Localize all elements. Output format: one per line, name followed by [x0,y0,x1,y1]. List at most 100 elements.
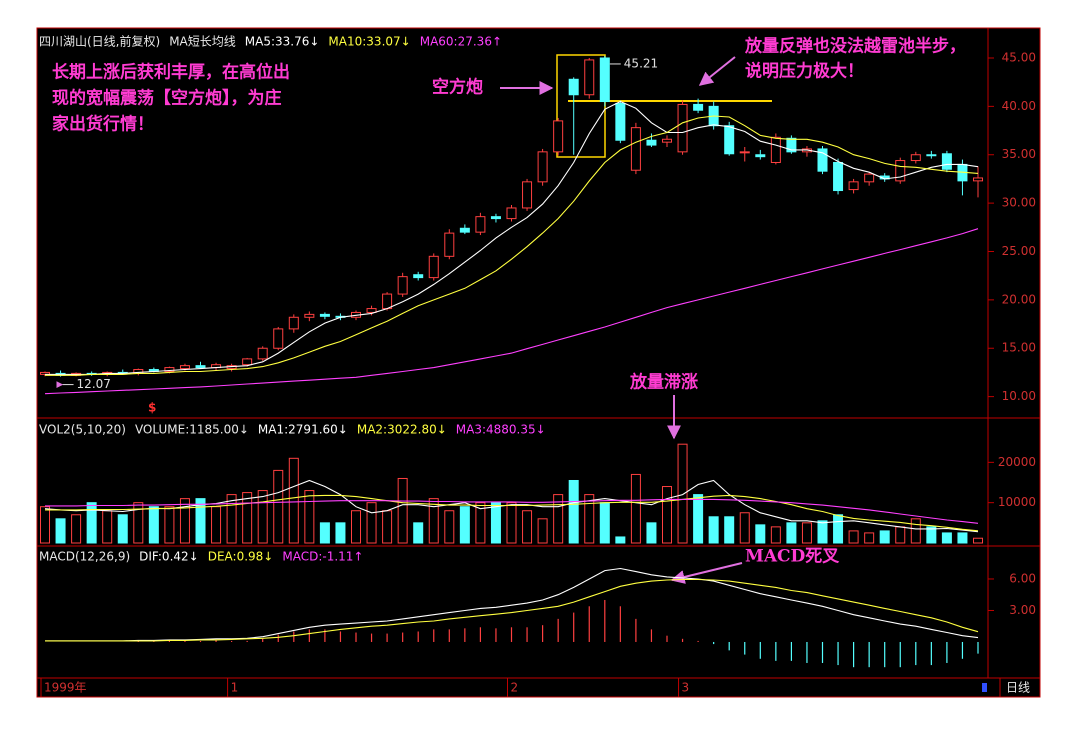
y-tick-label: 30.00 [1002,196,1036,210]
candle-body [475,216,486,233]
volume-bar [926,526,937,544]
annotation: 长期上涨后获利丰厚，在高位出 [52,62,290,83]
legend-label: MA2:3022.80↓ [357,423,447,437]
candle-body [662,138,672,143]
volume-bar [677,443,688,544]
legend-label: MACD(12,26,9) [39,550,130,564]
candle-body [273,328,284,349]
volume-bar [164,506,175,544]
y-tick-label: 25.00 [1002,244,1036,258]
series-line [45,115,979,376]
candle-body [319,313,330,317]
y-tick-label: 15.00 [1002,341,1036,355]
x-tick-label: 2 [511,681,519,695]
candle-body [568,78,579,96]
candle-body [848,181,859,191]
volume-bar [304,490,315,544]
candle-body [242,358,253,366]
volume-bar [599,502,610,544]
volume-bar [319,522,330,544]
legend-label: MA10:33.07↓ [328,35,410,49]
volume-bar [662,486,672,544]
volume-bar [708,516,719,544]
background [36,27,1041,698]
candle-body [288,316,299,330]
annotation: 空方炮 [432,77,483,98]
volume-bar [879,530,890,544]
volume-bar [490,502,501,544]
series-line [45,498,979,524]
volume-bar [413,522,424,544]
volume-bar [179,498,190,544]
candle-body [677,103,688,153]
candle-body [459,227,470,233]
candle-body [164,367,175,372]
volume-bar [273,469,284,544]
volume-bar [351,510,361,544]
volume-bar [833,514,844,544]
volume-bar [739,512,750,544]
candle-body [739,151,750,154]
candle-body [179,365,190,370]
candle-body [910,154,921,162]
high-label: 45.21 [624,56,658,70]
volume-bar [133,502,144,544]
volume-bar [195,498,206,544]
legend-label: MACD:-1.11↑ [282,550,363,564]
annotation: 说明压力极大！ [745,61,864,82]
legend-label: DEA:0.98↓ [208,550,274,564]
volume-bar [459,506,470,544]
legend-label: MA5:33.76↓ [245,35,320,49]
period-label: 日线 [1006,681,1030,695]
plot-layer: 10.00 15.00 20.00 25.00 30.00 35.00 40.00 45.00… [39,34,1036,697]
y-tick-label: 10000 [998,495,1036,509]
volume-bar [537,518,548,544]
legend-label: MA3:4880.35↓ [456,423,546,437]
candle-body [584,59,595,96]
annotation: 放量反弹也没法越雷池半步， [744,36,966,57]
volume-bar [693,494,704,544]
volume-bar [848,530,859,544]
candle-body [833,161,844,192]
volume-bar [335,522,346,544]
volume-bar [444,510,455,544]
series-line [45,100,979,375]
candle-body [973,177,983,182]
candle-body [786,137,797,153]
annotation: 现的宽幅震荡【空方炮】，为庄 [52,88,282,109]
arrows [500,56,743,584]
candle-body [817,148,828,172]
volume-bar [475,502,486,544]
volume-bar [242,492,253,544]
volume-bar [910,518,921,544]
low-label: 12.07 [77,377,111,391]
volume-bar [366,502,377,544]
candle-body [257,347,268,360]
legend-label: 四川湖山(日线,前复权) [39,34,160,49]
volume-bar [117,514,128,544]
y-tick-label: 45.00 [1002,50,1036,64]
candle-body [553,120,564,153]
annotation: MACD死叉 [745,547,840,567]
volume-bar [148,506,159,544]
volume-bar [957,532,968,544]
candle-body [397,276,408,295]
panel-borders [37,28,1040,697]
volume-bar [630,473,641,544]
volume-bar [506,502,517,544]
candle-body [770,136,781,163]
y-tick-label: 6.00 [1009,571,1036,585]
volume-bar [864,532,875,544]
legend-label: VOLUME:1185.00↓ [135,423,249,437]
y-tick-label: 10.00 [1002,389,1036,403]
candle-body [195,365,206,369]
volume-bar [226,494,237,544]
candle-body [382,293,393,310]
candle-body [428,255,439,279]
volume-bar [646,522,657,544]
candle-body [864,173,875,183]
volume-bar [801,522,812,544]
legend-label: MA60:27.36↑ [420,35,502,49]
scroll-marker [982,683,987,692]
